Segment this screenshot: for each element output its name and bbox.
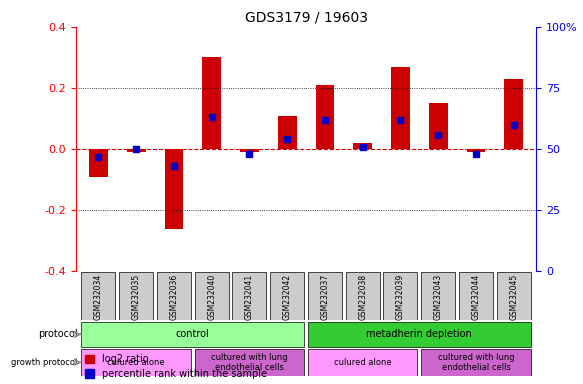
FancyBboxPatch shape	[195, 349, 304, 376]
FancyBboxPatch shape	[308, 349, 417, 376]
Text: GSM232036: GSM232036	[170, 274, 178, 320]
FancyBboxPatch shape	[497, 272, 531, 320]
FancyBboxPatch shape	[157, 272, 191, 320]
Text: GSM232041: GSM232041	[245, 274, 254, 320]
FancyBboxPatch shape	[82, 349, 191, 376]
Bar	[353, 143, 372, 149]
Bar	[278, 116, 297, 149]
Text: growth protocol: growth protocol	[11, 358, 78, 367]
Bar	[466, 149, 486, 152]
Text: GSM232044: GSM232044	[472, 274, 480, 320]
Bar	[127, 149, 146, 152]
Text: GSM232043: GSM232043	[434, 274, 442, 320]
FancyBboxPatch shape	[422, 349, 531, 376]
Bar	[315, 85, 335, 149]
Title: GDS3179 / 19603: GDS3179 / 19603	[245, 10, 367, 24]
FancyBboxPatch shape	[233, 272, 266, 320]
FancyBboxPatch shape	[308, 272, 342, 320]
Text: metadherin depletion: metadherin depletion	[367, 329, 472, 339]
FancyBboxPatch shape	[459, 272, 493, 320]
Text: GSM232037: GSM232037	[321, 274, 329, 320]
Text: GSM232042: GSM232042	[283, 274, 292, 320]
Bar	[202, 58, 221, 149]
Text: GSM232038: GSM232038	[358, 274, 367, 320]
FancyBboxPatch shape	[422, 272, 455, 320]
Text: cultured with lung
endothelial cells: cultured with lung endothelial cells	[211, 353, 288, 372]
Bar	[240, 149, 259, 152]
Bar	[391, 67, 410, 149]
Bar	[429, 103, 448, 149]
Text: culured alone: culured alone	[334, 358, 392, 367]
FancyBboxPatch shape	[384, 272, 417, 320]
Bar	[89, 149, 108, 177]
Bar	[504, 79, 523, 149]
Bar	[164, 149, 184, 229]
FancyBboxPatch shape	[119, 272, 153, 320]
Text: GSM232035: GSM232035	[132, 274, 141, 320]
Text: GSM232034: GSM232034	[94, 274, 103, 320]
FancyBboxPatch shape	[82, 272, 115, 320]
Text: GSM232039: GSM232039	[396, 274, 405, 320]
Legend: log2 ratio, percentile rank within the sample: log2 ratio, percentile rank within the s…	[80, 350, 271, 383]
FancyBboxPatch shape	[346, 272, 380, 320]
Text: culured alone: culured alone	[107, 358, 165, 367]
Text: cultured with lung
endothelial cells: cultured with lung endothelial cells	[438, 353, 514, 372]
FancyBboxPatch shape	[195, 272, 229, 320]
Text: GSM232040: GSM232040	[207, 274, 216, 320]
Text: control: control	[176, 329, 210, 339]
Text: GSM232045: GSM232045	[509, 274, 518, 320]
Text: protocol: protocol	[38, 329, 78, 339]
FancyBboxPatch shape	[308, 322, 531, 347]
FancyBboxPatch shape	[82, 322, 304, 347]
FancyBboxPatch shape	[270, 272, 304, 320]
